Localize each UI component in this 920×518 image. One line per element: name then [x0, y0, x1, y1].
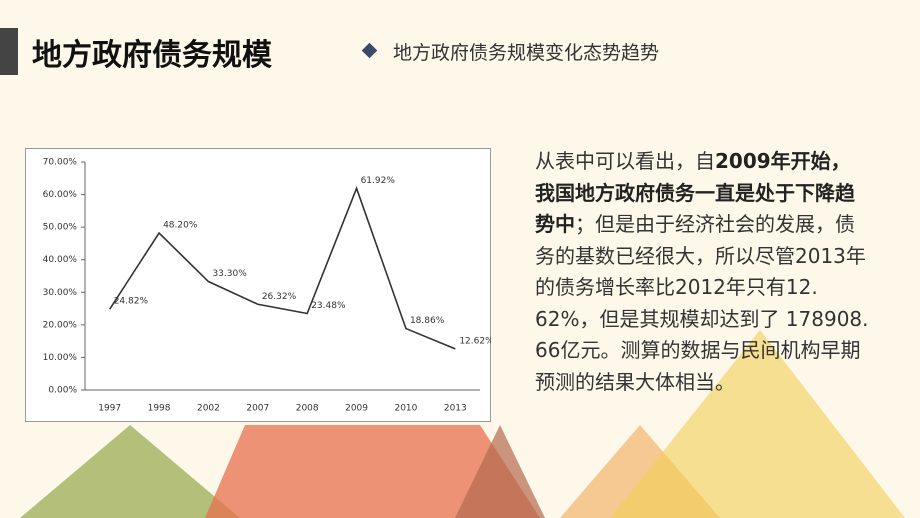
slide-title: 地方政府债务规模	[32, 38, 272, 73]
y-tick-label: 30.00%	[43, 288, 78, 298]
x-tick-label: 2002	[197, 404, 220, 414]
text-segment: ；但是由于经济社会的发展，债务的基数已经很大，所以尽管2013年的债务增长率比2…	[535, 212, 869, 394]
value-label: 61.92%	[361, 176, 396, 186]
y-tick-label: 40.00%	[43, 255, 78, 265]
line	[109, 186, 456, 350]
x-tick-label: 1997	[98, 404, 121, 414]
y-tick-label: 20.00%	[43, 320, 78, 330]
value-label: 12.62%	[459, 336, 491, 346]
chart-frame	[25, 148, 491, 422]
y-tick-label: 50.00%	[43, 223, 78, 233]
value-label: 26.32%	[262, 292, 297, 302]
x-tick-label: 2010	[394, 404, 417, 414]
title-bar	[0, 28, 18, 75]
value-label: 48.20%	[163, 221, 198, 231]
x-tick-label: 2013	[444, 404, 467, 414]
body-text: 从表中可以看出，自2009年开始，我国地方政府债务一直是处于下降趋势中；但是由于…	[535, 146, 870, 398]
y-tick-label: 10.00%	[43, 353, 78, 363]
x-tick-label: 2007	[246, 404, 269, 414]
text-segment: 2009年开始，我国地方政府债务一直是处于下降趋势中	[535, 149, 855, 236]
text-segment: 从表中可以看出，自	[535, 149, 715, 173]
subtitle: 地方政府债务规模变化态势趋势	[393, 42, 660, 64]
y-tick-label: 0.00%	[48, 386, 77, 396]
value-label: 24.82%	[114, 297, 149, 307]
chart: 0.00% 10.00% 20.00% 30.00% 40.00% 50.00% 60.00…	[25, 148, 491, 422]
value-label: 18.86%	[410, 316, 445, 326]
x-tick-label: 2009	[345, 404, 368, 414]
y-tick-label: 60.00%	[43, 190, 78, 200]
value-label: 33.30%	[212, 269, 247, 279]
x-tick-label: 1998	[148, 404, 171, 414]
y-tick-label: 70.00%	[43, 158, 78, 168]
value-label: 23.48%	[311, 301, 346, 311]
x-tick-label: 2008	[296, 404, 319, 414]
